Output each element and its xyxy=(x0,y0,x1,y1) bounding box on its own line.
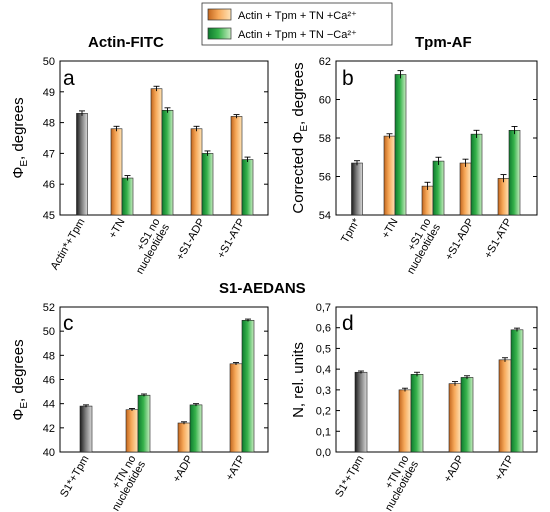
bar-orange xyxy=(498,359,512,453)
bar-orange xyxy=(110,128,123,216)
bar-orange xyxy=(190,128,203,216)
legend-swatch-ca-minus xyxy=(207,27,232,40)
x-tick-label: +ADP xyxy=(442,454,467,485)
y-tick-label: 45 xyxy=(43,210,55,222)
plot-frame xyxy=(335,306,538,453)
bar-green xyxy=(189,404,203,453)
panel-letter: d xyxy=(342,312,354,335)
x-tick-label: +S1-ADP xyxy=(174,217,207,263)
bar-orange xyxy=(459,162,472,216)
x-tick-label: +TN nonucleotides xyxy=(373,453,421,512)
y-tick-label: 58 xyxy=(319,133,331,145)
y-tick-label: 50 xyxy=(43,326,55,338)
legend-box xyxy=(201,2,393,46)
x-tick-label: +S1 nonucleotides xyxy=(395,216,443,276)
bar-gray xyxy=(354,371,368,453)
bar-orange xyxy=(177,422,191,453)
y-tick-label: 54 xyxy=(319,210,331,222)
bar-green xyxy=(137,394,151,453)
x-tick-label: +S1-ADP xyxy=(443,217,476,263)
y-tick-label: 56 xyxy=(319,172,331,184)
bar-orange xyxy=(125,409,139,453)
y-tick-label: 0,0 xyxy=(316,447,331,459)
y-tick-label: 62 xyxy=(319,56,331,68)
x-tick-label: +S1-ATP xyxy=(482,217,514,261)
y-tick-label: 42 xyxy=(43,423,55,435)
y-tick-label: 0,5 xyxy=(316,343,331,355)
x-tick-label: +ATP xyxy=(224,454,248,483)
bar-green xyxy=(410,374,424,453)
legend: Actin + Tpm + TN +Ca²⁺ Actin + Tpm + TN … xyxy=(201,2,393,46)
bar-gray xyxy=(351,162,363,216)
x-tick-label: +TN xyxy=(107,216,128,240)
bar-green xyxy=(121,177,134,216)
x-tick-label: +S1 nonucleotides xyxy=(124,216,172,276)
bar-orange xyxy=(398,389,412,453)
y-tick-label: 0,6 xyxy=(316,323,331,335)
bar-orange xyxy=(497,178,510,216)
x-tick-label: S1*+Tpm xyxy=(58,454,91,500)
x-tick-label: +TN xyxy=(380,216,401,240)
panel-letter: c xyxy=(63,312,74,335)
legend-label-ca-plus: Actin + Tpm + TN +Ca²⁺ xyxy=(238,10,357,22)
x-tick-label: +ADP xyxy=(171,454,196,485)
legend-swatch-ca-plus xyxy=(207,8,232,21)
bar-orange xyxy=(383,135,396,216)
bar-green xyxy=(508,130,521,216)
panel-letter: a xyxy=(63,67,75,90)
y-tick-label: 47 xyxy=(43,148,55,160)
panel-letter: b xyxy=(342,67,354,90)
y-tick-label: 0,1 xyxy=(316,426,331,438)
bar-orange xyxy=(230,116,243,216)
bar-gray xyxy=(76,113,88,216)
bar-orange xyxy=(150,88,163,216)
bar-green xyxy=(510,329,524,453)
y-tick-label: 0,2 xyxy=(316,406,331,418)
y-tick-label: 50 xyxy=(43,56,55,68)
x-tick-label: S1*+Tpm xyxy=(333,454,366,500)
y-tick-label: 46 xyxy=(43,375,55,387)
panel-d: 0,0 0,1 0,2 0,3 0,4 0,5 0,6 0,7 N, rel. units d S1… xyxy=(290,302,538,512)
y-tick-label: 49 xyxy=(43,87,55,99)
y-axis-label: ΦE, degrees xyxy=(10,97,30,178)
x-tick-label: +TN nonucleotides xyxy=(100,453,148,512)
bar-green xyxy=(241,319,255,453)
y-tick-label: 48 xyxy=(43,350,55,362)
y-tick-label: 44 xyxy=(43,399,55,411)
y-axis-label: N, rel. units xyxy=(290,342,307,418)
legend-label-ca-minus: Actin + Tpm + TN −Ca²⁺ xyxy=(238,29,357,41)
y-tick-label: 48 xyxy=(43,118,55,130)
y-tick-label: 0,3 xyxy=(316,385,331,397)
title-s1-aedans: S1-AEDANS xyxy=(219,280,306,297)
bar-green xyxy=(460,377,474,453)
y-tick-label: 52 xyxy=(43,302,55,314)
title-tpm-af: Tpm-AF xyxy=(415,34,472,51)
bar-orange xyxy=(229,363,243,453)
y-tick-label: 0,4 xyxy=(316,364,331,376)
bar-orange xyxy=(448,383,462,453)
title-actin-fitc: Actin-FITC xyxy=(88,34,164,51)
bar-green xyxy=(201,153,214,216)
x-tick-label: Actin*+Tpm xyxy=(49,217,88,273)
bar-green xyxy=(161,109,174,216)
bar-green xyxy=(394,74,407,216)
bar-green xyxy=(470,133,483,216)
y-axis-label: Corrected ΦE, degrees xyxy=(290,62,310,213)
bar-gray xyxy=(79,405,93,453)
panel-c: 40 42 44 46 48 50 52 ΦE, degrees c S1*+Tpm +TN non… xyxy=(10,302,269,512)
y-tick-label: 0,7 xyxy=(316,302,331,314)
bar-green xyxy=(432,160,445,216)
bar-orange xyxy=(421,185,434,216)
y-tick-label: 46 xyxy=(43,179,55,191)
y-tick-label: 40 xyxy=(43,447,55,459)
bar-green xyxy=(241,159,254,216)
y-tick-label: 60 xyxy=(319,95,331,107)
x-tick-label: Tpm* xyxy=(339,216,363,245)
x-tick-label: +ATP xyxy=(493,454,517,483)
y-axis-label: ΦE, degrees xyxy=(10,339,30,420)
x-tick-label: +S1-ATP xyxy=(215,217,247,261)
